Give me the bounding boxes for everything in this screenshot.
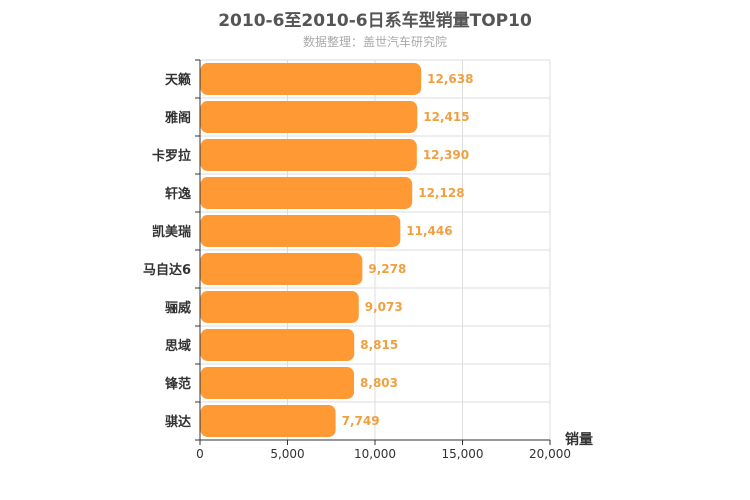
category-label: 凯美瑞 [152, 224, 191, 240]
chart-subtitle: 数据整理：盖世汽车研究院 [302, 35, 447, 49]
value-label: 9,278 [368, 262, 406, 276]
chart-title: 2010-6至2010-6日系车型销量TOP10 [218, 11, 532, 31]
x-tick-label: 15,000 [442, 447, 484, 461]
category-label: 天籁 [165, 72, 191, 88]
category-label: 马自达6 [143, 262, 191, 278]
value-label: 8,815 [360, 338, 398, 352]
value-label: 12,128 [418, 186, 464, 200]
category-label: 骊威 [165, 300, 191, 316]
value-label: 12,415 [423, 110, 469, 124]
bar[interactable] [200, 177, 413, 209]
bar[interactable] [200, 291, 359, 323]
bar[interactable] [200, 329, 355, 361]
bar[interactable] [200, 63, 422, 95]
value-label: 12,638 [427, 72, 473, 86]
x-tick-label: 10,000 [354, 447, 396, 461]
value-labels: 12,638 12,415 12,390 12,128 11,446 9,278 9,073… [342, 72, 474, 428]
x-tick-label: 20,000 [529, 447, 571, 461]
value-label: 9,073 [365, 300, 403, 314]
category-label: 思域 [165, 338, 191, 354]
x-tick-label: 0 [196, 447, 204, 461]
value-label: 12,390 [423, 148, 469, 162]
bar[interactable] [200, 215, 401, 247]
axes: 0 5,000 10,000 15,000 20,000 [195, 59, 571, 461]
value-label: 11,446 [406, 224, 452, 238]
bar[interactable] [200, 253, 363, 285]
category-label: 骐达 [165, 414, 191, 430]
bar[interactable] [200, 101, 418, 133]
category-label: 卡罗拉 [152, 148, 191, 164]
category-label: 锋范 [165, 376, 191, 392]
bars [200, 63, 422, 437]
value-label: 7,749 [342, 414, 380, 428]
x-axis-title: 销量 [565, 431, 593, 448]
bar[interactable] [200, 139, 417, 171]
category-label: 轩逸 [165, 186, 191, 202]
bar[interactable] [200, 405, 336, 437]
bar[interactable] [200, 367, 355, 399]
value-label: 8,803 [360, 376, 398, 390]
category-label: 雅阁 [165, 110, 191, 126]
x-tick-label: 5,000 [270, 447, 304, 461]
